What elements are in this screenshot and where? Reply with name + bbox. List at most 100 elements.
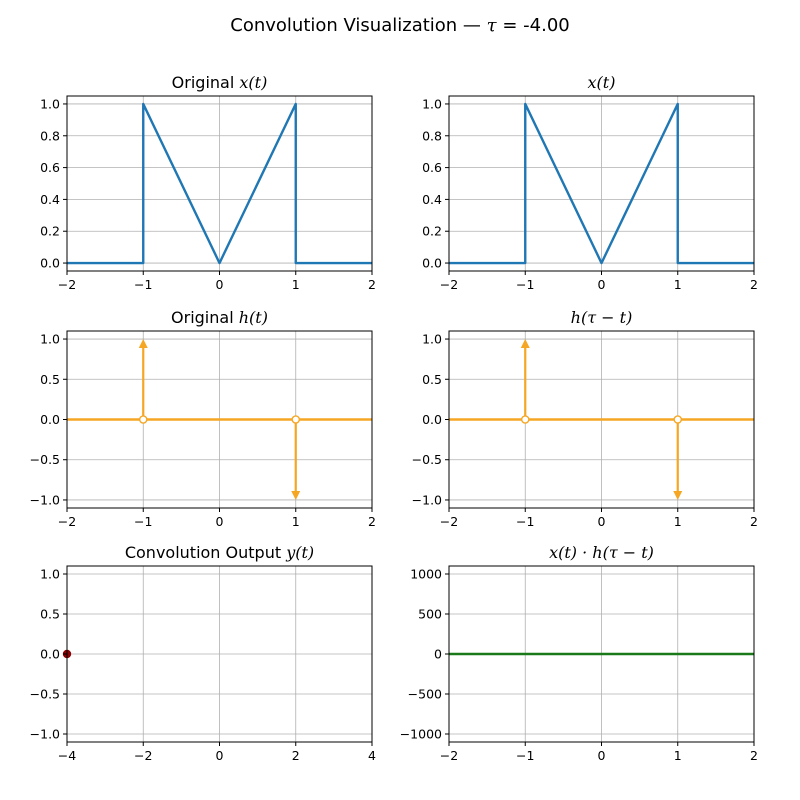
y-tick-label: 0 <box>434 647 442 662</box>
panel-h-original: −2 −1 0 1 2 −1.0 −0.5 0.0 0.5 1.0 Original h(t) <box>30 308 376 529</box>
x-tick-label: 1 <box>292 514 300 529</box>
figure-title-suffix: = -4.00 <box>497 15 570 36</box>
impulse-base-marker <box>673 415 683 424</box>
x-tick-label: −2 <box>440 748 458 763</box>
subplot-title-math: x(t) · h(τ − t) <box>549 543 654 562</box>
y-tick-label: 500 <box>418 607 442 622</box>
impulse-base-marker <box>291 415 301 424</box>
y-tick-label: −500 <box>408 687 442 702</box>
x-tick-label: 0 <box>216 748 224 763</box>
x-tick-label: 2 <box>750 748 758 763</box>
x-tick-label: 1 <box>292 277 300 292</box>
series-group <box>67 339 372 500</box>
y-tick-label: −0.5 <box>30 687 60 702</box>
subplot-title: Convolution Output y(t) <box>125 543 314 562</box>
subplot-title-math: h(t) <box>239 308 268 327</box>
y-tick-label: 0.0 <box>40 256 60 271</box>
y-tick-label: 1000 <box>410 567 442 582</box>
x-tick-label: −1 <box>516 277 534 292</box>
panel-y-output: −4 −2 0 2 4 −1.0 −0.5 0.0 0.5 1.0 Convolution Outp… <box>30 543 376 763</box>
x-tick-label: −2 <box>440 277 458 292</box>
subplot-title: x(t) · h(τ − t) <box>549 543 654 562</box>
impulse-arrowhead <box>138 339 148 349</box>
x-tick-label: 2 <box>292 748 300 763</box>
y-tick-label: 0.8 <box>422 128 442 143</box>
subplot-title: x(t) <box>588 73 616 92</box>
y-tick-label: −0.5 <box>30 452 60 467</box>
x-tick-label: −1 <box>134 514 152 529</box>
y-tick-label: −0.5 <box>412 452 442 467</box>
subplot-title: Original h(t) <box>171 308 268 327</box>
impulse-arrowhead <box>291 490 301 500</box>
x-tick-label: −2 <box>58 277 76 292</box>
series-group <box>449 102 754 265</box>
y-tick-label: 1.0 <box>40 332 60 347</box>
y-tick-label: 0.2 <box>422 224 442 239</box>
y-tick-label: 1.0 <box>40 96 60 111</box>
y-tick-label: 0.0 <box>422 256 442 271</box>
subplot-title-text: Convolution Output <box>125 543 286 562</box>
subplot-title-math: h(τ − t) <box>571 308 633 327</box>
y-tick-label: 0.4 <box>422 192 442 207</box>
impulse-arrowhead <box>520 339 530 349</box>
y-tick-label: 0.6 <box>40 160 60 175</box>
y-tick-label: −1000 <box>400 727 442 742</box>
y-tick-label: 0.6 <box>422 160 442 175</box>
y-tick-label: 0.8 <box>40 128 60 143</box>
y-tick-label: 0.4 <box>40 192 60 207</box>
x-tick-label: −1 <box>134 277 152 292</box>
figure-title: Convolution Visualization — τ = -4.00 <box>230 15 569 36</box>
x-tick-label: −2 <box>134 748 152 763</box>
x-tick-label: −1 <box>516 748 534 763</box>
y-tick-label: 0.0 <box>422 412 442 427</box>
series-line-0 <box>449 102 754 265</box>
x-tick-label: 1 <box>674 277 682 292</box>
y-tick-label: 0.0 <box>40 647 60 662</box>
series-group <box>67 102 372 265</box>
y-tick-label: 1.0 <box>422 332 442 347</box>
impulse-base-marker <box>520 415 530 424</box>
x-tick-label: 2 <box>750 514 758 529</box>
y-tick-label: −1.0 <box>30 492 60 507</box>
panel-product: −2 −1 0 1 2 −1000 −500 0 500 1000 x(t) · h(τ − t) <box>400 543 758 763</box>
x-tick-label: 0 <box>598 514 606 529</box>
x-tick-label: 1 <box>674 514 682 529</box>
subplot-title-math: y(t) <box>285 543 314 562</box>
y-tick-label: −1.0 <box>30 727 60 742</box>
panel-x-original: −2 −1 0 1 2 0.0 0.2 0.4 0.6 0.8 1.0 Original x(t) <box>40 73 376 292</box>
y-tick-label: 1.0 <box>422 96 442 111</box>
subplot-title: Original x(t) <box>172 73 268 92</box>
x-tick-label: 1 <box>674 748 682 763</box>
x-tick-label: −1 <box>516 514 534 529</box>
impulse-arrowhead <box>673 490 683 500</box>
impulse-base-marker <box>138 415 148 424</box>
x-tick-label: 4 <box>368 748 376 763</box>
y-tick-label: 0.5 <box>40 607 60 622</box>
x-tick-label: 2 <box>750 277 758 292</box>
x-tick-label: −4 <box>58 748 76 763</box>
panel-h-flipped: −2 −1 0 1 2 −1.0 −0.5 0.0 0.5 1.0 h(τ − t) <box>412 308 758 529</box>
y-tick-label: 0.0 <box>40 412 60 427</box>
x-tick-label: 0 <box>216 514 224 529</box>
series-line-0 <box>67 102 372 265</box>
x-tick-label: 0 <box>598 277 606 292</box>
subplot-title-math: x(t) <box>588 73 616 92</box>
panel-x-shifted: −2 −1 0 1 2 0.0 0.2 0.4 0.6 0.8 1.0 x(t) <box>422 73 758 292</box>
x-tick-label: 0 <box>598 748 606 763</box>
figure-title-prefix: Convolution Visualization — <box>230 15 486 36</box>
x-tick-label: 2 <box>368 514 376 529</box>
x-tick-label: 0 <box>216 277 224 292</box>
subplot-title: h(τ − t) <box>571 308 633 327</box>
y-tick-label: 0.5 <box>40 372 60 387</box>
x-tick-label: 2 <box>368 277 376 292</box>
y-tick-label: −1.0 <box>412 492 442 507</box>
figure-title-symbol: τ <box>487 15 498 36</box>
subplot-title-math: x(t) <box>239 73 267 92</box>
series-group <box>449 339 754 500</box>
subplot-title-text: Original <box>171 308 239 327</box>
subplot-title-text: Original <box>172 73 240 92</box>
y-tick-label: 0.2 <box>40 224 60 239</box>
